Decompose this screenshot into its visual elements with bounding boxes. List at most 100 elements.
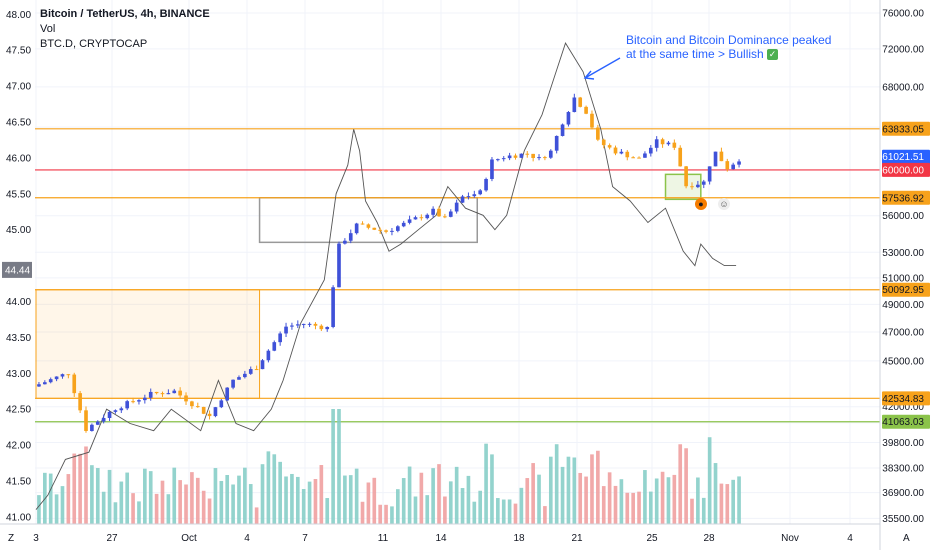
volume-bar: [125, 472, 130, 524]
volume-bar: [472, 501, 477, 524]
candle-body: [360, 223, 365, 225]
annotation-line-2: at the same time > Bullish: [626, 47, 764, 61]
arrow-head: [583, 70, 595, 80]
candle-body: [437, 208, 441, 217]
candle-body: [101, 417, 106, 422]
chart-boxes: [35, 173, 702, 399]
candle-body: [213, 407, 218, 417]
candle-body: [619, 151, 624, 154]
candle-body: [390, 230, 394, 232]
candle-body: [501, 158, 506, 160]
price-label-text: 60000.00: [882, 165, 924, 176]
volume-bar: [137, 501, 141, 524]
candle-body: [48, 379, 53, 383]
candle-body: [260, 360, 265, 370]
candle-body: [678, 147, 683, 167]
volume-bar: [178, 480, 182, 524]
candle-body: [560, 124, 565, 136]
volume-bar: [54, 494, 59, 524]
candle-body: [137, 400, 141, 402]
volume-bar: [166, 494, 171, 524]
volume-bar: [325, 498, 330, 524]
volume-bar: [690, 498, 694, 524]
volume-bar: [295, 476, 300, 524]
candle-body: [172, 390, 177, 394]
volume-bar: [290, 473, 294, 524]
right-tick-label: 45000.00: [882, 356, 924, 367]
candle-body: [325, 326, 330, 330]
candle-body: [225, 387, 230, 401]
volume-bar: [596, 450, 600, 524]
volume-bar: [684, 448, 688, 524]
volume-bar: [154, 493, 159, 524]
volume-bar: [207, 498, 212, 524]
candle-body: [690, 186, 694, 188]
time-tick-label: 21: [571, 533, 583, 544]
candle-body: [484, 178, 488, 191]
volume-bar: [354, 468, 359, 524]
timezone-button[interactable]: Z: [8, 533, 15, 544]
candle-body: [160, 393, 165, 395]
left-price-axis[interactable]: 48.0047.5047.0046.5046.0045.5045.0044.50…: [2, 10, 32, 523]
candle-body: [195, 406, 200, 408]
candle-body: [543, 157, 547, 159]
volume-bar: [666, 477, 671, 524]
volume-bar: [701, 497, 706, 524]
candle-body: [719, 151, 724, 162]
time-tick-label: 11: [378, 533, 389, 544]
volume-bar: [278, 461, 282, 524]
volume-bar: [537, 474, 541, 524]
time-tick-label: 25: [646, 533, 658, 544]
volume-bar: [519, 487, 524, 524]
candle-body: [60, 374, 65, 377]
check-mark-icon: ✓: [767, 49, 779, 61]
candle-body: [154, 391, 159, 394]
volume-bar: [613, 485, 618, 524]
candle-body: [572, 97, 577, 113]
candle-body: [107, 411, 112, 418]
candle-body: [701, 181, 706, 185]
candle-body: [119, 408, 124, 411]
volume-bar: [554, 444, 559, 524]
volume-bar: [448, 481, 453, 524]
volume-bar: [248, 484, 253, 524]
volume-bar: [384, 504, 388, 524]
volume-bar: [601, 486, 606, 524]
candle-body: [448, 211, 453, 217]
price-label-text: 41063.03: [882, 417, 924, 428]
right-tick-label: 68000.00: [882, 82, 924, 93]
volume-bar: [95, 468, 100, 524]
candle-body: [537, 157, 541, 159]
volume-bar: [172, 467, 177, 524]
right-tick-label: 56000.00: [882, 211, 924, 222]
volume-bar: [378, 504, 382, 524]
candle-body: [348, 233, 353, 241]
right-price-axis[interactable]: 76000.0072000.0068000.0064000.0060000.00…: [879, 0, 924, 550]
candle-body: [519, 153, 524, 158]
volume-bar: [343, 475, 347, 524]
volume-bar: [513, 503, 518, 524]
candle-body: [66, 374, 71, 376]
candle-body: [143, 397, 147, 401]
volume-bar: [148, 471, 153, 524]
right-tick-label: 51000.00: [882, 273, 924, 284]
candle-body: [737, 161, 741, 165]
candle-body: [248, 369, 253, 374]
volume-bar: [254, 507, 259, 524]
right-tick-label: 42000.00: [882, 402, 924, 413]
volume-bar: [90, 465, 94, 524]
volume-bar: [272, 454, 277, 524]
left-tick-label: 41.00: [6, 512, 31, 523]
right-tick-label: 36900.00: [882, 488, 924, 499]
candle-body: [243, 373, 247, 378]
volume-bar: [243, 467, 247, 524]
volume-bar: [590, 454, 594, 524]
time-axis[interactable]: 3 27 Oct 4 7 11 14 18 21 25 28 Nov 4: [0, 523, 880, 544]
right-tick-label: 38300.00: [882, 463, 924, 474]
candle-body: [207, 413, 212, 417]
auto-scale-button[interactable]: A: [903, 533, 910, 544]
volume-bar: [48, 473, 53, 524]
price-label-text: 61021.51: [882, 152, 924, 163]
candle-body: [613, 147, 618, 154]
